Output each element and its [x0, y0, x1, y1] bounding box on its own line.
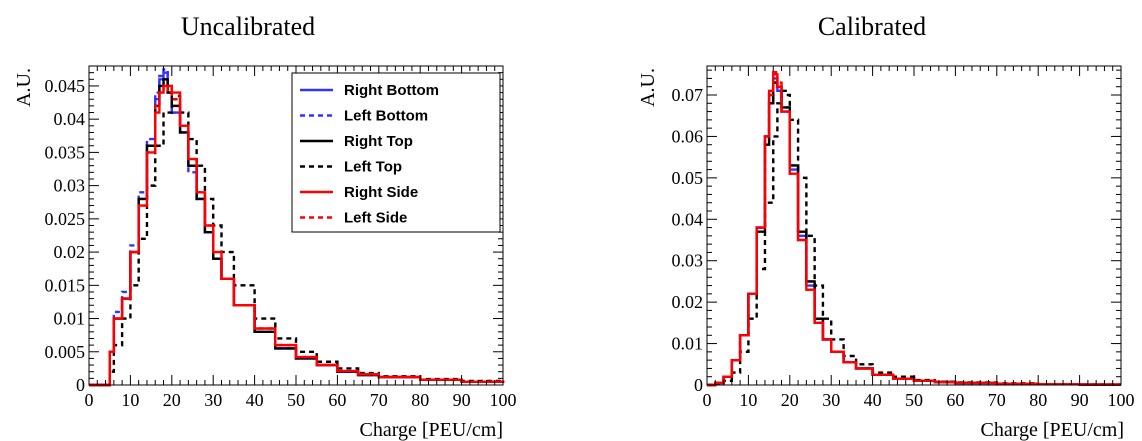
y-axis-label: A.U.	[637, 68, 659, 107]
y-tick-label: 0.04	[54, 109, 86, 129]
y-tick-label: 0.05	[672, 168, 704, 188]
x-tick-label: 10	[739, 390, 757, 410]
series-line-3	[89, 94, 505, 387]
panel-title: Uncalibrated	[181, 12, 315, 41]
legend-label: Right Side	[344, 184, 418, 201]
x-tick-label: 30	[822, 390, 840, 410]
series-line-5	[89, 84, 505, 387]
x-axis-label: Charge [PEU/cm]	[981, 419, 1125, 441]
plot-area: 0 10 20 30 40 50 60 70 80 90 100 0 0.01 0.02 0.03 0.04 0…	[672, 65, 1135, 410]
y-tick-label: 0	[694, 375, 703, 395]
uncalibrated-panel: Uncalibrated A.U. Charge [PEU/cm] 0 10 20 3…	[13, 12, 517, 441]
x-tick-label: 40	[246, 390, 264, 410]
legend-label: Right Top	[344, 133, 413, 150]
y-tick-label: 0.01	[672, 334, 704, 354]
x-tick-label: 20	[163, 390, 181, 410]
x-tick-label: 60	[946, 390, 964, 410]
x-tick-label: 100	[490, 390, 517, 410]
x-tick-label: 80	[411, 390, 429, 410]
legend-label: Left Top	[344, 159, 402, 176]
x-tick-label: 40	[864, 390, 882, 410]
panel-title: Calibrated	[818, 12, 926, 41]
x-tick-label: 50	[905, 390, 923, 410]
y-tick-label: 0.03	[54, 176, 86, 196]
x-tick-label: 100	[1108, 390, 1135, 410]
x-tick-label: 60	[328, 390, 346, 410]
legend: Right Bottom Left Bottom Right Top Left Top…	[291, 72, 501, 233]
x-tick-label: 30	[204, 390, 222, 410]
x-tick-label: 90	[453, 390, 471, 410]
series-line-5	[707, 71, 1121, 387]
y-tick-label: 0.02	[54, 242, 86, 262]
legend-label: Left Bottom	[344, 108, 428, 125]
x-tick-label: 0	[703, 390, 712, 410]
legend-label: Right Bottom	[344, 82, 439, 99]
x-tick-label: 0	[85, 390, 94, 410]
y-tick-label: 0	[76, 375, 85, 395]
y-tick-label: 0.025	[45, 209, 86, 229]
y-tick-label: 0.005	[45, 342, 86, 362]
calibrated-panel: Calibrated A.U. Charge [PEU/cm] 0 10 20 30 4…	[637, 12, 1135, 441]
y-tick-label: 0.015	[45, 275, 86, 295]
y-tick-label: 0.03	[672, 251, 704, 271]
y-tick-label: 0.07	[672, 85, 704, 105]
x-tick-label: 90	[1071, 390, 1089, 410]
x-tick-label: 80	[1029, 390, 1047, 410]
legend-items: Right Bottom Left Bottom Right Top Left Top…	[300, 82, 439, 227]
y-tick-label: 0.04	[672, 209, 704, 229]
x-tick-label: 70	[370, 390, 388, 410]
y-axis-label: A.U.	[13, 68, 35, 107]
y-tick-label: 0.01	[54, 309, 86, 329]
legend-box	[291, 72, 501, 233]
x-tick-label: 10	[121, 390, 139, 410]
y-tick-label: 0.035	[45, 142, 86, 162]
y-tick-label: 0.045	[45, 76, 86, 96]
x-tick-label: 70	[988, 390, 1006, 410]
legend-label: Left Side	[344, 210, 407, 227]
x-axis-label: Charge [PEU/cm]	[360, 419, 504, 441]
x-tick-label: 50	[287, 390, 305, 410]
y-tick-label: 0.02	[672, 292, 704, 312]
x-tick-label: 20	[781, 390, 799, 410]
y-tick-label: 0.06	[672, 126, 704, 146]
